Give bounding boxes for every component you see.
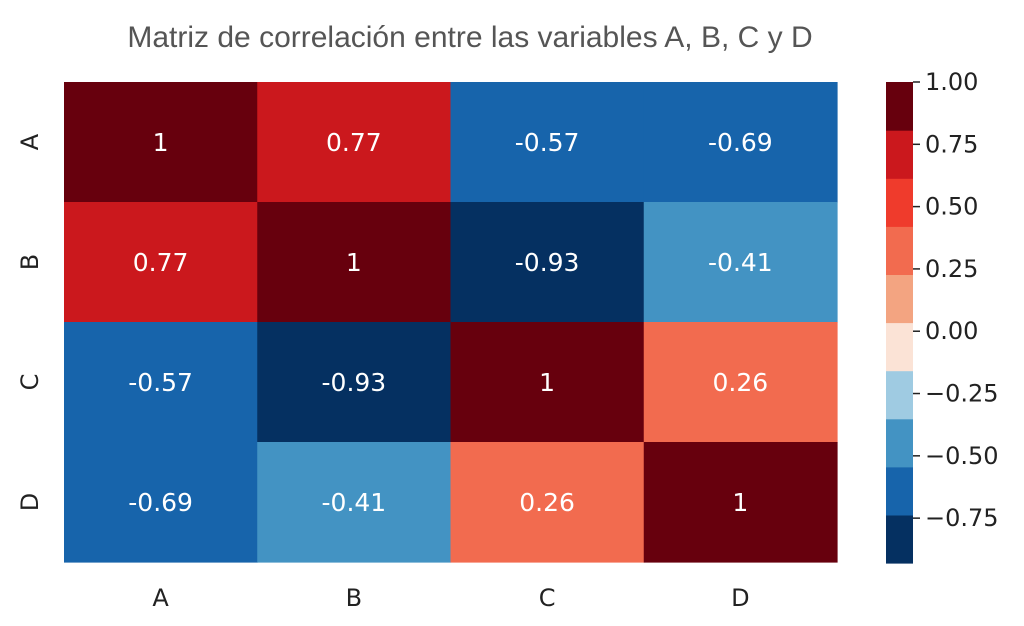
y-tick-label: D: [16, 493, 44, 511]
cell-value-label: -0.93: [322, 368, 387, 397]
cell-value-label: -0.57: [515, 128, 580, 157]
cell-value-label: 1: [153, 128, 169, 157]
x-tick-label: B: [346, 584, 362, 612]
colorbar-segment: [886, 178, 913, 227]
heatmap-cell-D-A: [64, 442, 258, 563]
cell-value-label: 0.77: [133, 248, 189, 277]
cell-value-label: -0.57: [128, 368, 193, 397]
cell-value-label: 1: [346, 248, 362, 277]
cell-value-label: -0.69: [128, 488, 193, 517]
heatmap-cell-B-C: [450, 202, 645, 323]
colorbar-tick-label: 0.00: [925, 317, 978, 345]
colorbar-segment: [886, 274, 913, 324]
colorbar-segment: [886, 514, 913, 564]
heatmap-cell-C-B: [257, 322, 452, 443]
heatmap-cell-C-C: [450, 322, 645, 443]
cell-value-label: 1: [732, 488, 748, 517]
x-axis-ticks: A B C D: [152, 584, 749, 612]
chart-title: Matriz de correlación entre las variable…: [127, 21, 812, 54]
cell-value-label: -0.41: [708, 248, 773, 277]
x-tick-label: D: [731, 584, 749, 612]
colorbar-segment: [886, 82, 913, 131]
colorbar-segment: [886, 226, 913, 275]
colorbar-tick-label: −0.25: [925, 380, 999, 408]
colorbar-tick-label: 0.50: [925, 193, 978, 221]
colorbar-tick-label: 0.25: [925, 255, 978, 283]
heatmap-cell-C-D: [643, 322, 838, 443]
colorbar-segment: [886, 370, 913, 420]
heatmap-cell-C-A: [64, 322, 258, 443]
cell-value-label: 1: [539, 368, 555, 397]
colorbar-tick-label: −0.50: [925, 442, 999, 470]
heatmap-cell-A-A: [64, 82, 258, 203]
cell-value-label: -0.69: [708, 128, 773, 157]
heatmap-cell-B-D: [643, 202, 838, 323]
cell-value-label: 0.77: [326, 128, 382, 157]
y-tick-label: C: [16, 374, 44, 391]
y-axis-ticks: A B C D: [16, 133, 44, 511]
colorbar-segment: [886, 322, 913, 372]
x-tick-label: C: [539, 584, 556, 612]
y-tick-label: A: [16, 133, 44, 150]
heatmap-cells: 1 0.77 -0.57 -0.69 0.77 1 -0.93 -0.41 -0.57 -0.93…: [64, 82, 838, 563]
heatmap-cell-B-A: [64, 202, 258, 323]
heatmap-cell-D-C: [450, 442, 645, 563]
heatmap-cell-A-D: [643, 82, 838, 203]
cell-value-label: -0.93: [515, 248, 580, 277]
heatmap-cell-D-B: [257, 442, 452, 563]
heatmap-cell-D-D: [643, 442, 838, 563]
x-tick-label: A: [152, 584, 169, 612]
colorbar-tick-label: 0.75: [925, 130, 978, 158]
colorbar-segment: [886, 418, 913, 468]
y-tick-label: B: [16, 254, 44, 270]
cell-value-label: 0.26: [713, 368, 769, 397]
heatmap-cell-A-B: [257, 82, 452, 203]
cell-value-label: 0.26: [519, 488, 575, 517]
cell-value-label: -0.41: [322, 488, 387, 517]
heatmap-cell-A-C: [450, 82, 645, 203]
colorbar-tick-label: −0.75: [925, 504, 999, 532]
heatmap-cell-B-B: [257, 202, 452, 323]
colorbar-segment: [886, 466, 913, 516]
colorbar-segment: [886, 130, 913, 179]
colorbar-tick-label: 1.00: [925, 68, 978, 96]
colorbar: 1.00 0.75 0.50 0.25 0.00 −0.25 −0.50 −0.75: [886, 68, 999, 564]
